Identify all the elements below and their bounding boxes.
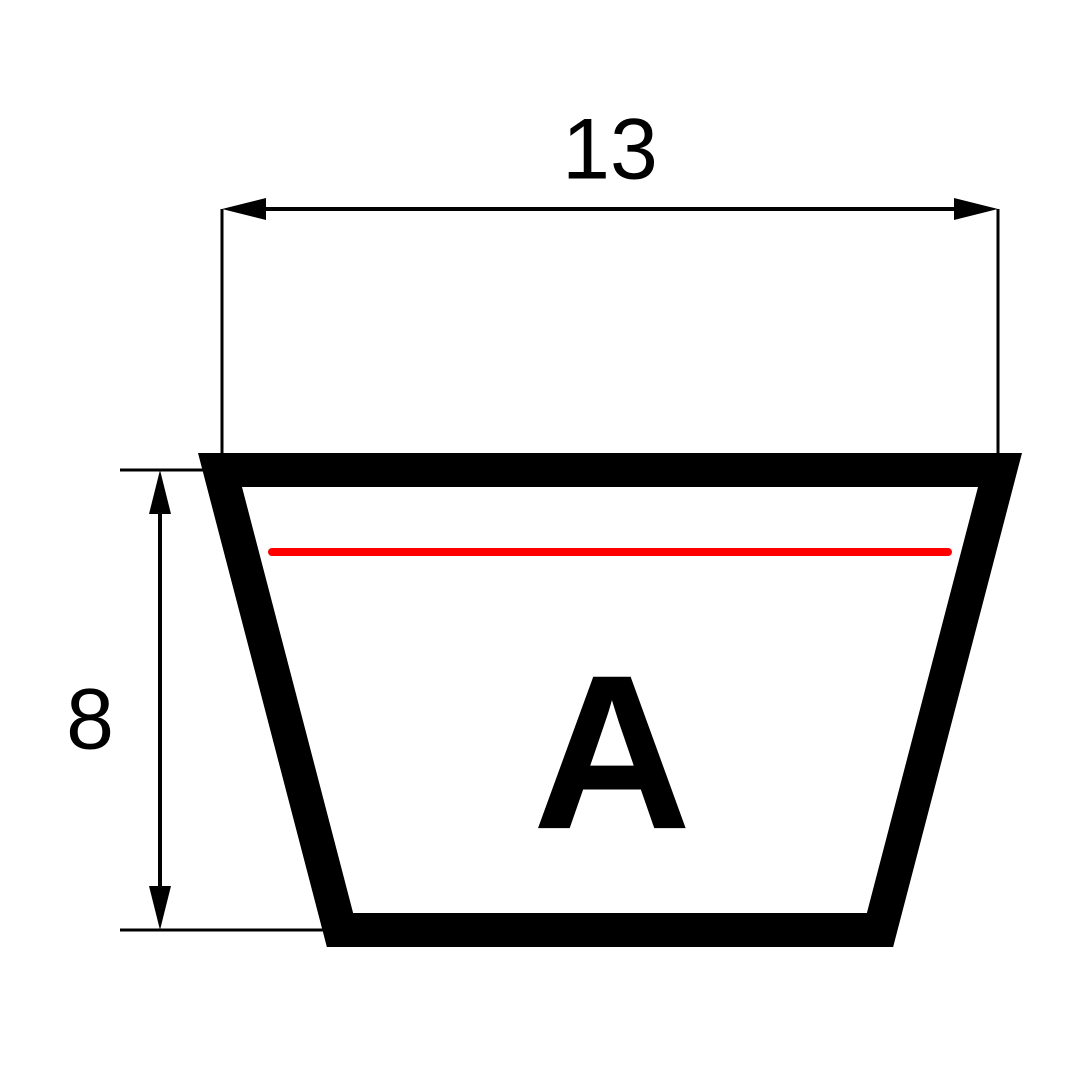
height-arrow-top: [149, 470, 171, 514]
width-arrow-right: [954, 198, 998, 220]
diagram-canvas: 13 8 A: [0, 0, 1080, 1080]
width-arrow-left: [222, 198, 266, 220]
height-dimension-label: 8: [66, 671, 114, 770]
width-dimension-label: 13: [562, 101, 658, 200]
diagram-svg: A: [0, 0, 1080, 1080]
height-arrow-bottom: [149, 886, 171, 930]
belt-type-letter: A: [533, 629, 692, 875]
